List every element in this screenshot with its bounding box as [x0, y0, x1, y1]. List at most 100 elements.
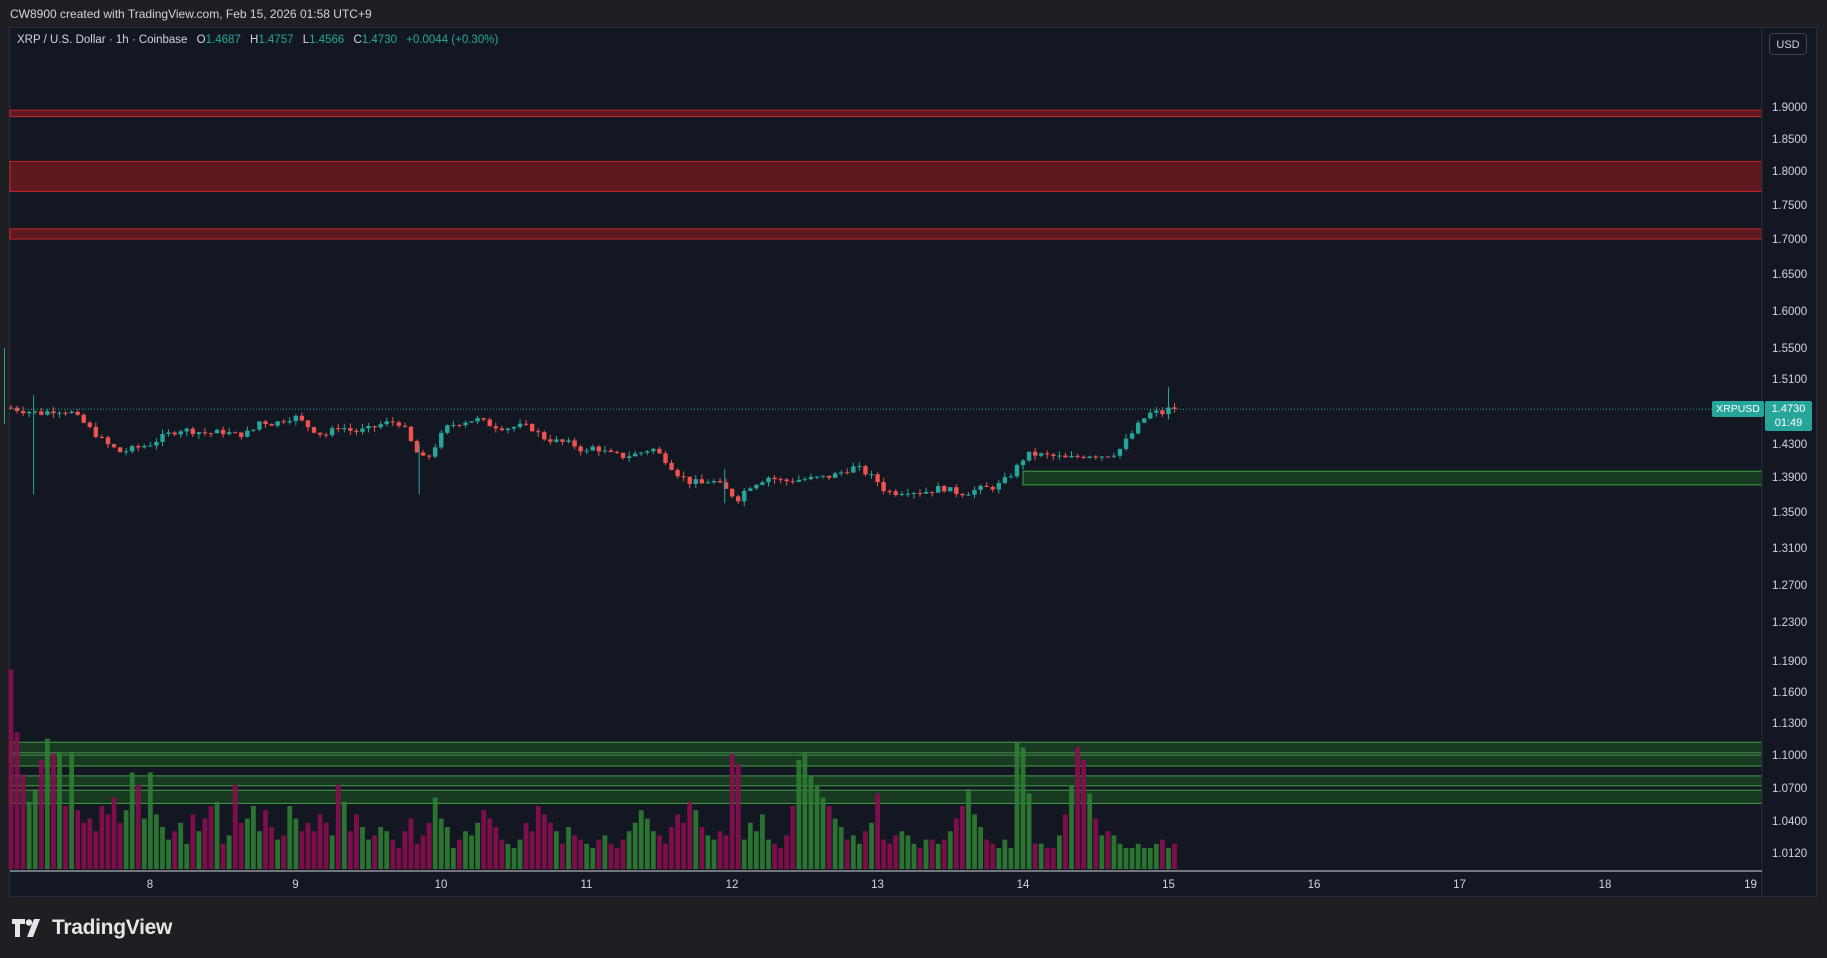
- volume-bar: [953, 818, 959, 869]
- volume-bar: [238, 822, 244, 869]
- volume-bar: [881, 839, 887, 869]
- time-tick-label: 9: [292, 879, 298, 891]
- candle-body: [523, 423, 529, 425]
- candle-body: [1123, 438, 1129, 449]
- volume-bar: [463, 831, 468, 869]
- support-zone-1[interactable]: [9, 741, 1763, 754]
- time-axis: 8 9 10 11 12 13 14 15 16 17 18 19: [147, 879, 1757, 891]
- candle-body: [384, 421, 389, 425]
- candle-body: [426, 455, 432, 457]
- candle-body: [839, 472, 844, 474]
- volume-bar: [420, 835, 426, 869]
- candle-body: [548, 439, 553, 442]
- volume-bar: [275, 839, 281, 869]
- volume-layer: [8, 669, 1177, 869]
- candle-body: [117, 447, 123, 453]
- candle-body: [287, 421, 292, 423]
- candle-body: [511, 426, 517, 429]
- support-zone-0[interactable]: [1022, 470, 1763, 486]
- volume-bar: [760, 814, 765, 869]
- volume-bar: [505, 843, 511, 869]
- candle-body: [20, 410, 26, 414]
- candle-body: [796, 479, 801, 482]
- candle-body: [869, 474, 874, 476]
- time-tick-label: 16: [1308, 879, 1321, 891]
- time-tick-label: 12: [726, 879, 739, 891]
- candle-body: [663, 453, 668, 463]
- tradingview-logo[interactable]: TradingView: [12, 916, 172, 940]
- candle-body: [699, 479, 705, 484]
- candle-body: [1105, 456, 1111, 458]
- candle-body: [184, 428, 189, 432]
- candle-body: [433, 447, 438, 457]
- candle-body: [190, 428, 195, 435]
- support-zone-3[interactable]: [9, 775, 1763, 787]
- candle-body: [572, 440, 577, 447]
- volume-bar: [572, 835, 577, 869]
- close-value: 1.4730: [361, 34, 397, 46]
- volume-bar: [541, 814, 547, 869]
- support-zone-2[interactable]: [9, 754, 1763, 767]
- volume-bar: [772, 843, 777, 869]
- volume-bar: [44, 738, 50, 869]
- volume-bar: [184, 843, 190, 869]
- symbol-legend[interactable]: XRP / U.S. Dollar · 1h · Coinbase O1.468…: [17, 34, 498, 46]
- currency-button[interactable]: USD: [1769, 33, 1807, 55]
- candle-body: [863, 466, 868, 475]
- candle-body: [445, 425, 450, 433]
- volume-bar: [1147, 848, 1153, 869]
- time-tick-label: 18: [1599, 879, 1612, 891]
- candle-body: [554, 439, 559, 442]
- candle-body: [566, 440, 571, 442]
- resistance-zone-2[interactable]: [9, 228, 1763, 240]
- volume-bar: [129, 772, 135, 869]
- volume-bar: [135, 785, 141, 869]
- support-zone-4[interactable]: [9, 789, 1763, 804]
- candle-body: [1135, 422, 1141, 434]
- volume-bar: [1069, 785, 1074, 869]
- high-value: 1.4757: [258, 34, 294, 46]
- candle-body: [729, 488, 735, 497]
- symbol-title[interactable]: XRP / U.S. Dollar · 1h · Coinbase: [17, 34, 188, 46]
- volume-bar: [8, 669, 14, 869]
- low-label: L: [302, 34, 310, 46]
- low-value: 1.4566: [309, 34, 345, 46]
- price-tick-label: 1.3900: [1772, 472, 1807, 484]
- volume-bar: [105, 814, 111, 869]
- candle-body: [311, 427, 317, 433]
- volume-bar: [281, 835, 287, 869]
- volume-bar: [614, 848, 620, 869]
- candle-body: [596, 446, 602, 452]
- candle-body: [475, 418, 480, 422]
- open-value: 1.4687: [205, 34, 241, 46]
- resistance-zone-0[interactable]: [9, 109, 1763, 118]
- candle-body: [354, 430, 359, 432]
- candle-body: [366, 426, 371, 429]
- candle-body: [1129, 433, 1135, 439]
- price-axis: 1.9000 1.8500 1.8000 1.7500 1.7000 1.6500 1.60…: [1772, 102, 1807, 860]
- candle-body: [239, 432, 244, 437]
- last-price-value: 1.4730: [1771, 403, 1806, 415]
- volume-bar: [711, 839, 717, 869]
- candle-body: [166, 432, 171, 434]
- price-tick-label: 1.6500: [1772, 269, 1807, 281]
- volume-bar: [232, 785, 238, 869]
- volume-bar: [1135, 843, 1141, 869]
- volume-bar: [838, 827, 844, 869]
- candle-body: [687, 476, 692, 484]
- candle-body: [929, 491, 935, 493]
- candle-body: [584, 450, 589, 452]
- volume-bar: [705, 835, 711, 869]
- candle-body: [711, 480, 717, 483]
- candle-body: [966, 494, 971, 496]
- resistance-zone-1[interactable]: [9, 160, 1763, 192]
- candle-body: [281, 421, 286, 423]
- candle-body: [148, 445, 153, 447]
- candle-body: [723, 482, 729, 489]
- volume-bar: [1093, 818, 1099, 869]
- volume-bar: [426, 822, 432, 869]
- volume-bar: [293, 818, 299, 869]
- candle-body: [1026, 451, 1032, 461]
- volume-bar: [335, 785, 341, 869]
